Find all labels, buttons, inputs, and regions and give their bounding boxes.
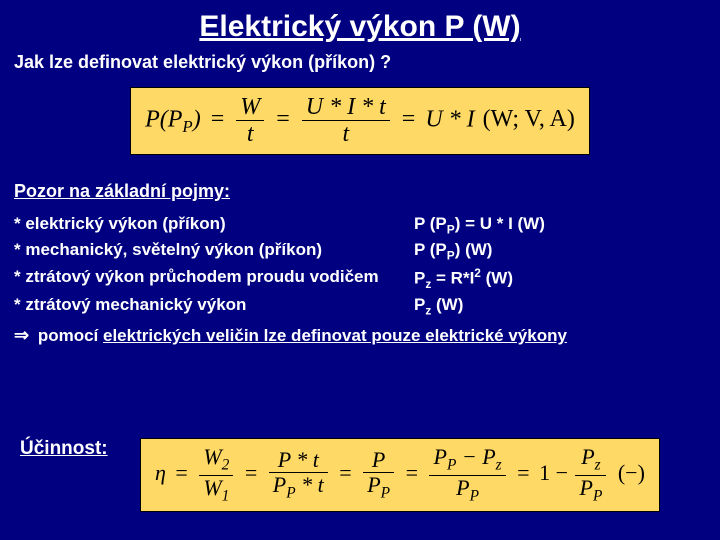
f2-units: (−) (614, 460, 645, 485)
term-left: * elektrický výkon (příkon) (14, 212, 414, 239)
f1-rhs: U * I (425, 106, 474, 132)
terms-list: * elektrický výkon (příkon) P (PP) = U *… (0, 212, 720, 349)
eq-2: = (272, 106, 300, 132)
f2-frac4-den: PP (429, 476, 505, 505)
page-title: Elektrický výkon P (W) (0, 0, 720, 52)
f1-lhs: P(P (145, 106, 182, 132)
one: 1 (539, 460, 550, 485)
section-heading: Pozor na základní pojmy: (0, 181, 720, 212)
f2-frac5-num: Pz (575, 445, 606, 475)
term-left: * ztrátový výkon průchodem proudu vodiče… (14, 265, 414, 293)
f1-frac1-den: t (236, 121, 264, 147)
eq-3: = (398, 106, 426, 132)
arrow-icon: ⇒ (14, 325, 33, 345)
f1-frac2: U * I * t t (300, 94, 392, 148)
conclusion: ⇒ pomocí elektrických veličin lze defino… (14, 320, 720, 349)
formula-2-container: η = W2 W1 = P * t PP * t = P PP = PP − P… (140, 438, 660, 512)
f1-lhs-sub: P (182, 117, 192, 136)
f2-frac3-num: P (363, 448, 394, 473)
f2-frac3-den: PP (363, 473, 394, 502)
f2-frac1-den: W1 (199, 476, 233, 505)
term-right: Pz = R*I2 (W) (414, 265, 513, 293)
term-right: Pz (W) (414, 293, 463, 320)
eq-e: = (513, 460, 539, 485)
f1-frac2-den: t (302, 121, 390, 147)
term-row: * ztrátový výkon průchodem proudu vodiče… (14, 265, 720, 293)
eta: η (155, 460, 166, 485)
f2-frac4: PP − Pz PP (427, 445, 507, 505)
f2-frac3: P PP (361, 448, 396, 503)
conclusion-underlined: elektrických veličin lze definovat pouze… (103, 326, 567, 345)
f2-frac2-num: P * t (269, 448, 328, 473)
eq-b: = (241, 460, 267, 485)
term-row: * mechanický, světelný výkon (příkon) P … (14, 238, 720, 265)
formula-2: η = W2 W1 = P * t PP * t = P PP = PP − P… (140, 438, 660, 512)
term-right: P (PP) (W) (414, 238, 492, 265)
eq-1: = (207, 106, 235, 132)
term-row: * elektrický výkon (příkon) P (PP) = U *… (14, 212, 720, 239)
f2-frac5-den: PP (575, 476, 606, 505)
minus: − (556, 460, 574, 485)
formula-1: P(PP) = W t = U * I * t t = U * I (W; V,… (130, 87, 590, 155)
f1-frac1-num: W (236, 94, 264, 121)
formula-1-container: P(PP) = W t = U * I * t t = U * I (W; V,… (0, 87, 720, 181)
eq-a: = (171, 460, 197, 485)
term-row: * ztrátový mechanický výkon Pz (W) (14, 293, 720, 320)
f1-units: (W; V, A) (481, 106, 575, 132)
term-right: P (PP) = U * I (W) (414, 212, 545, 239)
eq-d: = (402, 460, 428, 485)
f2-frac1-num: W2 (199, 445, 233, 475)
term-left: * ztrátový mechanický výkon (14, 293, 414, 320)
f2-frac1: W2 W1 (197, 445, 235, 505)
eq-c: = (335, 460, 361, 485)
term-left: * mechanický, světelný výkon (příkon) (14, 238, 414, 265)
f2-frac2: P * t PP * t (267, 448, 330, 503)
f1-frac2-num: U * I * t (302, 94, 390, 121)
subtitle: Jak lze definovat elektrický výkon (přík… (0, 52, 720, 87)
efficiency-label: Účinnost: (20, 438, 108, 460)
f1-lhs-close: ) (193, 106, 201, 132)
conclusion-prefix: pomocí (33, 326, 103, 345)
f2-frac4-num: PP − Pz (429, 445, 505, 475)
f2-frac2-den: PP * t (269, 473, 328, 502)
f1-frac1: W t (234, 94, 266, 148)
f2-frac5: Pz PP (573, 445, 608, 505)
